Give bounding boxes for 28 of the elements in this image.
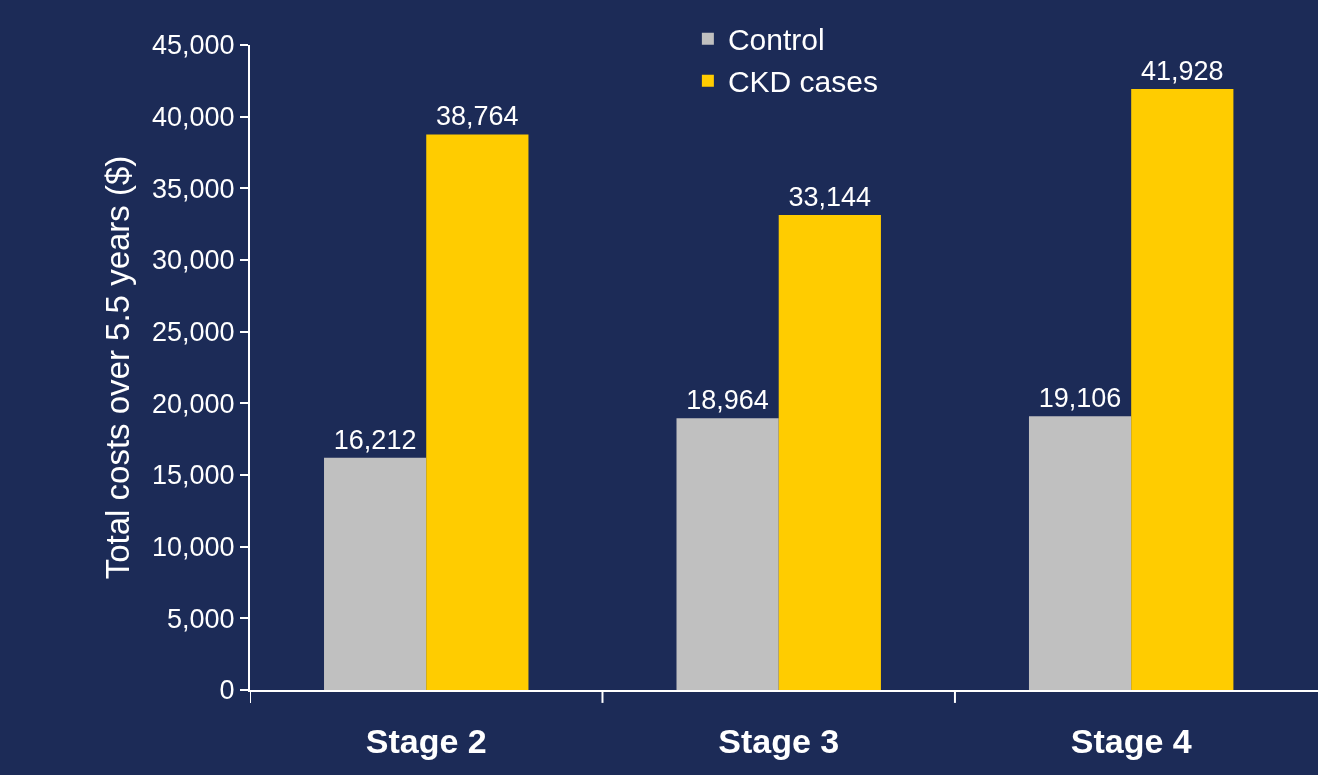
bar <box>324 457 427 690</box>
y-tick-label: 30,000 <box>152 245 235 276</box>
y-tick-label: 35,000 <box>152 173 235 204</box>
y-axis-title: Total costs over 5.5 years ($) <box>99 155 137 580</box>
bar <box>778 214 881 690</box>
bar <box>426 134 529 690</box>
data-label: 33,144 <box>788 181 872 212</box>
y-tick-label: 25,000 <box>152 317 235 348</box>
bar <box>1131 89 1234 690</box>
data-label: 19,106 <box>1038 383 1122 414</box>
y-tick-label: 10,000 <box>152 532 235 563</box>
y-tick-label: 5,000 <box>167 603 235 634</box>
data-label: 18,964 <box>686 385 769 416</box>
y-tick-label: 45,000 <box>152 30 235 61</box>
y-tick-label: 20,000 <box>152 388 235 419</box>
data-label: 16,212 <box>333 424 417 455</box>
legend-label: CKD cases <box>727 65 878 99</box>
x-tick-label: Stage 4 <box>1070 721 1192 760</box>
x-tick-label: Stage 2 <box>365 721 487 760</box>
legend-label: Control <box>727 23 825 57</box>
data-label: 41,928 <box>1141 56 1224 87</box>
y-tick-label: 0 <box>219 675 235 706</box>
y-tick-label: 40,000 <box>152 102 235 133</box>
bar <box>1028 416 1132 690</box>
x-tick-label: Stage 3 <box>718 721 840 760</box>
y-tick-label: 15,000 <box>152 460 235 491</box>
bar <box>676 418 779 690</box>
data-label: 38,764 <box>436 101 519 132</box>
